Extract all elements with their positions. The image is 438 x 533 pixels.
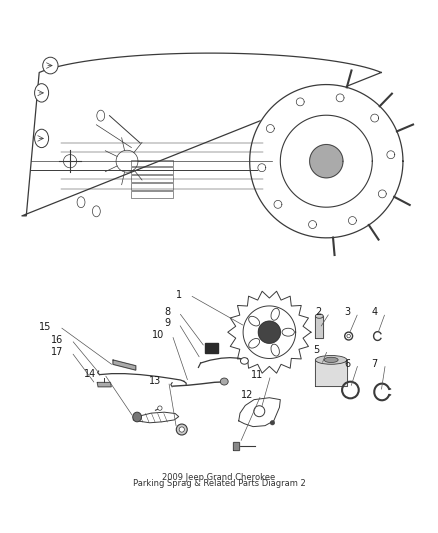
Text: 2: 2	[316, 308, 322, 318]
Polygon shape	[387, 151, 395, 159]
Text: 11: 11	[251, 370, 263, 380]
Polygon shape	[250, 85, 403, 238]
Text: 7: 7	[371, 359, 378, 369]
Bar	[131, 167, 173, 174]
Text: 12: 12	[241, 390, 253, 400]
Bar	[131, 191, 173, 198]
Text: 4: 4	[371, 308, 378, 318]
Bar	[131, 175, 173, 182]
Polygon shape	[22, 53, 381, 216]
Polygon shape	[266, 125, 274, 133]
Ellipse shape	[158, 406, 162, 410]
Ellipse shape	[43, 57, 58, 74]
Polygon shape	[309, 221, 317, 229]
Bar	[233, 442, 239, 450]
Text: 3: 3	[344, 308, 350, 318]
Text: 14: 14	[84, 369, 96, 379]
Polygon shape	[310, 144, 343, 178]
Ellipse shape	[35, 84, 49, 102]
Ellipse shape	[176, 424, 187, 435]
Polygon shape	[97, 383, 111, 387]
Polygon shape	[315, 360, 347, 386]
Ellipse shape	[77, 197, 85, 208]
Text: 17: 17	[51, 347, 64, 357]
Polygon shape	[243, 306, 296, 359]
Text: 16: 16	[51, 335, 64, 345]
Text: 15: 15	[39, 321, 52, 332]
Ellipse shape	[315, 314, 323, 318]
Ellipse shape	[240, 358, 248, 364]
Text: 6: 6	[344, 359, 350, 369]
Polygon shape	[113, 360, 136, 370]
Ellipse shape	[270, 421, 275, 425]
Polygon shape	[371, 114, 378, 122]
Text: 10: 10	[152, 330, 164, 340]
Polygon shape	[315, 316, 323, 338]
Ellipse shape	[324, 357, 338, 362]
Polygon shape	[296, 98, 304, 106]
Ellipse shape	[345, 332, 353, 340]
Text: 1: 1	[176, 290, 182, 300]
Bar	[205, 343, 218, 353]
Ellipse shape	[220, 378, 228, 385]
Text: 5: 5	[314, 345, 320, 355]
Polygon shape	[228, 291, 311, 373]
Polygon shape	[274, 200, 282, 208]
Polygon shape	[239, 398, 280, 426]
Ellipse shape	[315, 356, 347, 364]
Polygon shape	[336, 94, 344, 102]
Text: 2009 Jeep Grand Cherokee: 2009 Jeep Grand Cherokee	[162, 473, 276, 482]
Ellipse shape	[35, 129, 49, 148]
Ellipse shape	[97, 110, 105, 121]
Polygon shape	[258, 164, 266, 172]
Polygon shape	[349, 216, 357, 224]
Polygon shape	[258, 321, 280, 343]
Ellipse shape	[92, 206, 100, 217]
Polygon shape	[280, 115, 372, 207]
Text: 8: 8	[165, 307, 171, 317]
Ellipse shape	[254, 406, 265, 417]
Polygon shape	[133, 412, 179, 423]
Bar	[131, 159, 173, 166]
Text: Parking Sprag & Related Parts Diagram 2: Parking Sprag & Related Parts Diagram 2	[133, 479, 305, 488]
Text: 13: 13	[148, 376, 161, 386]
Ellipse shape	[179, 427, 184, 432]
Polygon shape	[378, 190, 386, 198]
Ellipse shape	[133, 412, 141, 422]
Text: 9: 9	[165, 318, 171, 328]
Ellipse shape	[347, 334, 350, 338]
Bar	[131, 183, 173, 190]
